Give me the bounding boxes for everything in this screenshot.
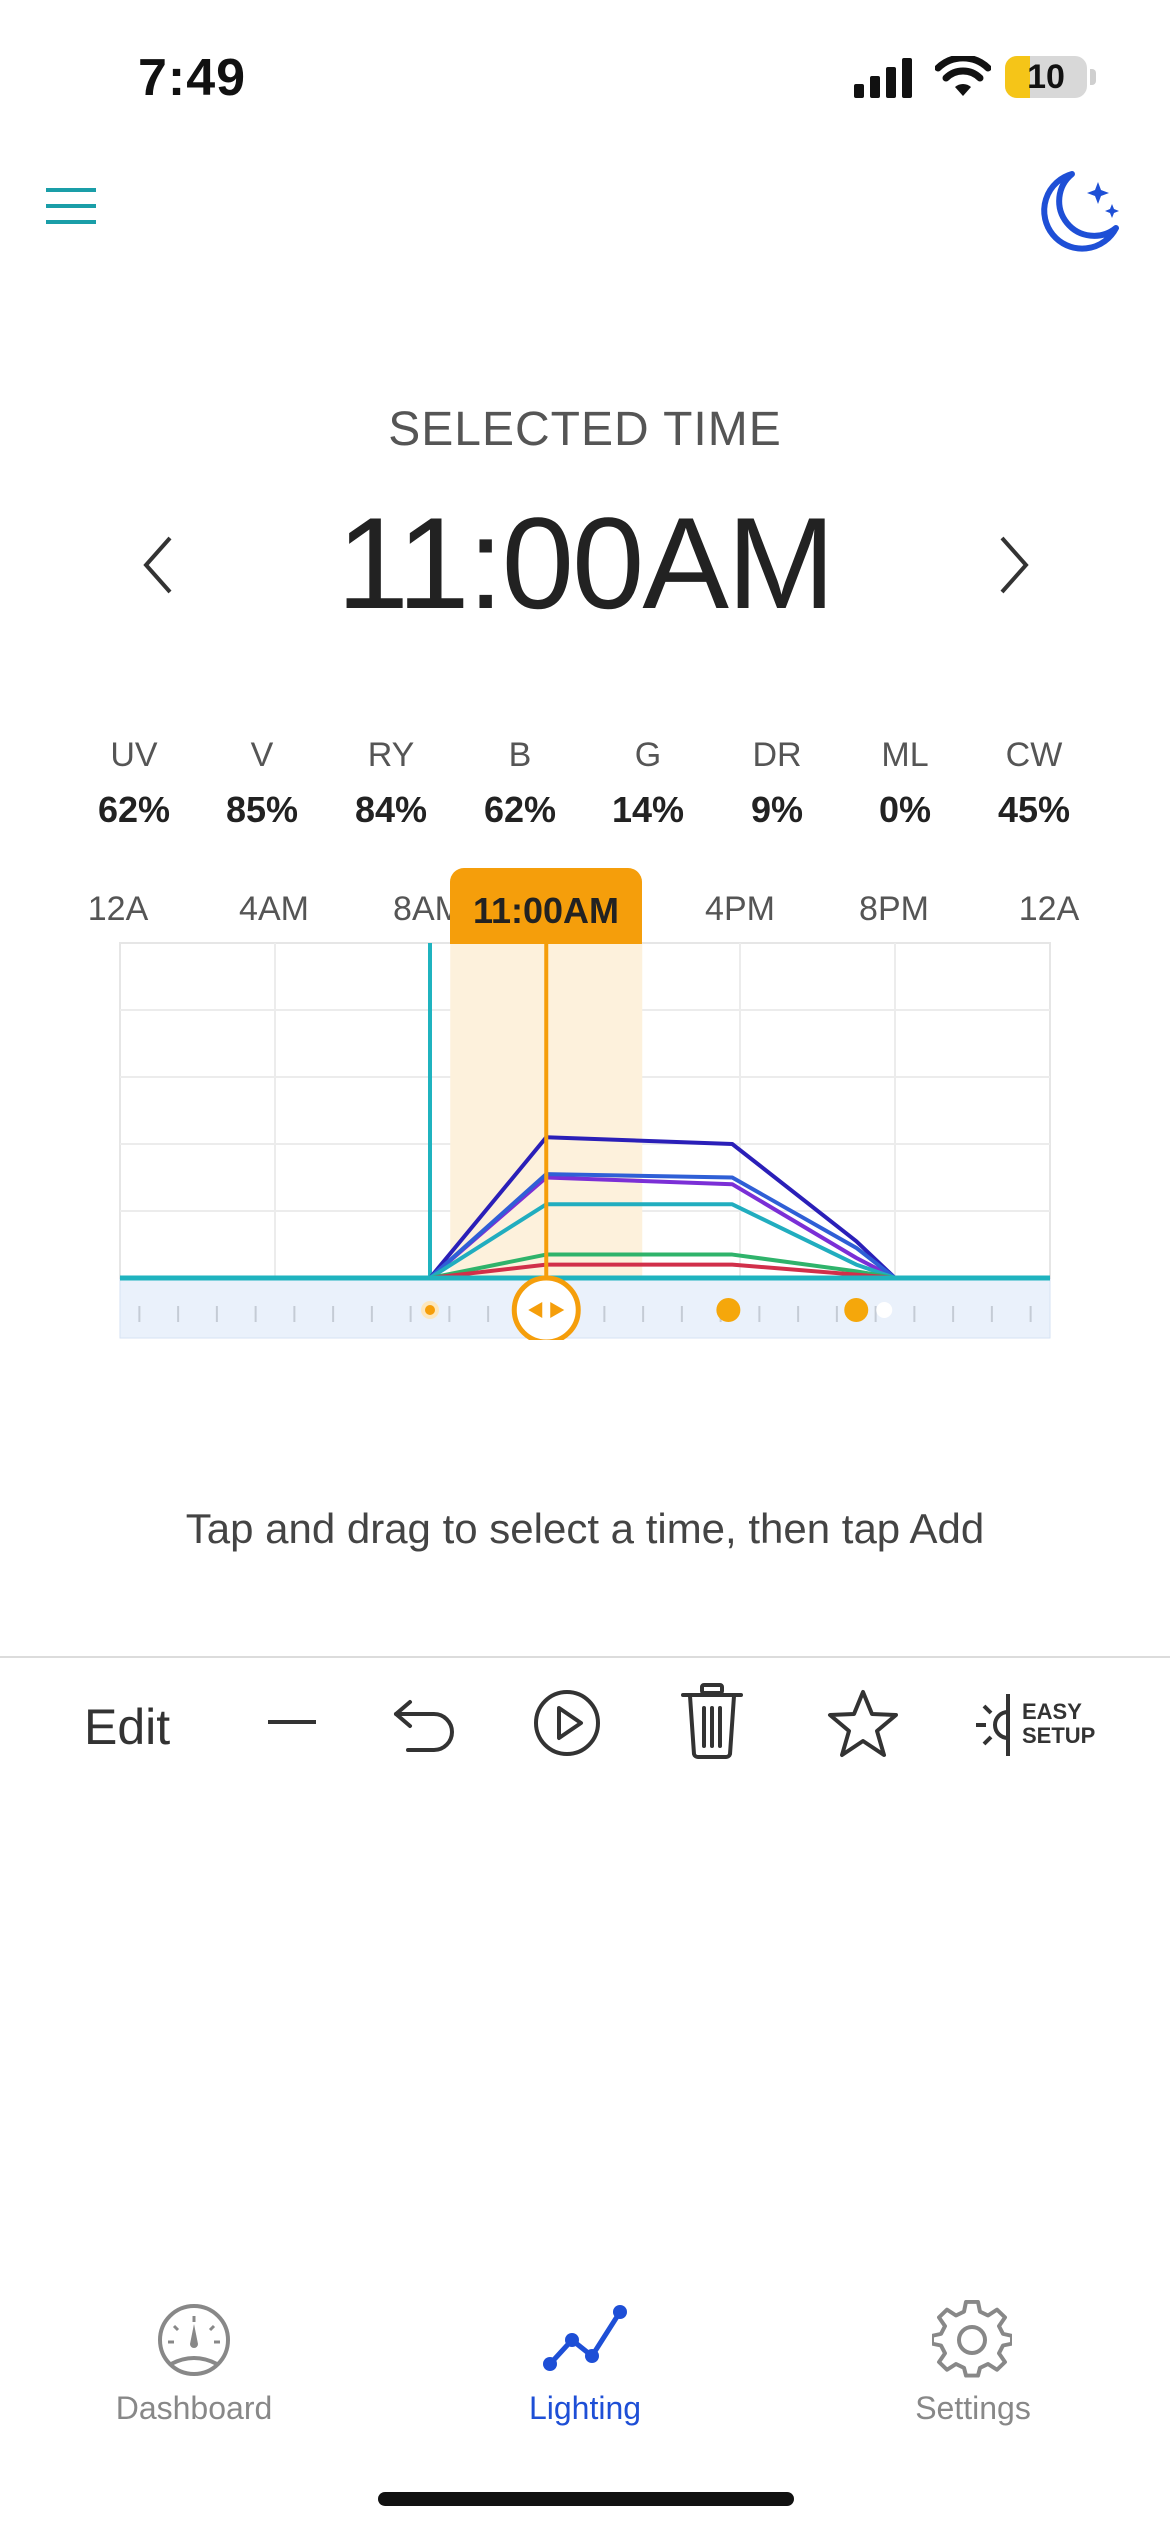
trash-icon[interactable] bbox=[680, 1682, 744, 1760]
easy-setup-button[interactable]: EASY SETUP bbox=[1022, 1700, 1095, 1748]
selected-time-value: 11:00AM bbox=[336, 490, 836, 636]
channel-7: CW 45% bbox=[969, 736, 1099, 831]
battery-cap bbox=[1090, 69, 1096, 85]
channel-value: 0% bbox=[878, 789, 932, 830]
easy-setup-line2: SETUP bbox=[1022, 1723, 1096, 1748]
marker-point bbox=[844, 1298, 869, 1322]
easy-setup-line1: EASY bbox=[1022, 1699, 1082, 1724]
x-tick-label: 12A bbox=[1018, 890, 1080, 928]
x-tick-label: 4AM bbox=[239, 890, 309, 928]
battery-fill bbox=[1005, 56, 1030, 98]
moon-stars-icon[interactable] bbox=[1032, 168, 1122, 254]
channel-3: B 62% bbox=[455, 736, 585, 831]
x-tick-label: 12A bbox=[87, 890, 149, 928]
drag-handle-left-arrow bbox=[528, 1302, 543, 1318]
channel-value: 84% bbox=[354, 789, 428, 830]
x-tick-label: 4PM bbox=[705, 890, 775, 928]
channel-name: UV bbox=[110, 736, 158, 774]
selected-time-badge[interactable]: 11:00AM bbox=[450, 868, 642, 944]
gear-icon[interactable] bbox=[932, 2300, 1012, 2380]
marker-sunrise-dot bbox=[425, 1305, 435, 1315]
channel-name: DR bbox=[752, 736, 802, 774]
channel-6: ML 0% bbox=[840, 736, 970, 831]
drag-handle-right-arrow bbox=[550, 1302, 565, 1318]
nav-settings[interactable]: Settings bbox=[915, 2390, 1031, 2426]
play-preview-icon[interactable] bbox=[532, 1688, 602, 1758]
marker-point bbox=[716, 1298, 741, 1322]
nav-dashboard[interactable]: Dashboard bbox=[115, 2390, 273, 2426]
channel-name: RY bbox=[367, 736, 415, 774]
next-time-button[interactable] bbox=[994, 532, 1034, 598]
nav-lighting[interactable]: Lighting bbox=[528, 2390, 642, 2426]
channel-name: V bbox=[250, 736, 274, 774]
cellular-signal-icon bbox=[854, 58, 912, 98]
channel-2: RY 84% bbox=[326, 736, 456, 831]
drag-handle bbox=[511, 1275, 581, 1340]
channel-name: CW bbox=[1005, 736, 1063, 774]
easy-setup-icon[interactable] bbox=[974, 1692, 1020, 1758]
channel-value: 9% bbox=[750, 789, 804, 830]
timeline-strip bbox=[119, 1277, 1051, 1339]
battery-level-text: 10 bbox=[1027, 58, 1065, 96]
gauge-icon[interactable] bbox=[156, 2302, 232, 2378]
edit-button[interactable]: Edit bbox=[84, 1699, 171, 1755]
channel-0: UV 62% bbox=[69, 736, 199, 831]
undo-icon[interactable] bbox=[390, 1690, 460, 1752]
selected-time-label: SELECTED TIME bbox=[388, 403, 782, 456]
channel-1: V 85% bbox=[197, 736, 327, 831]
channel-name: G bbox=[634, 736, 662, 774]
instruction-hint: Tap and drag to select a time, then tap … bbox=[185, 1505, 985, 1552]
line-graph-icon[interactable] bbox=[540, 2300, 630, 2376]
wifi-icon bbox=[935, 56, 991, 96]
x-tick-label: 8PM bbox=[859, 890, 929, 928]
favorite-star-icon[interactable] bbox=[826, 1688, 900, 1760]
hamburger-menu-icon[interactable] bbox=[46, 186, 96, 226]
home-indicator bbox=[378, 2492, 794, 2506]
battery-indicator: 10 bbox=[1005, 56, 1087, 98]
channel-name: B bbox=[508, 736, 532, 774]
remove-point-icon[interactable] bbox=[266, 1712, 318, 1732]
channel-value: 45% bbox=[997, 789, 1071, 830]
channel-value: 14% bbox=[611, 789, 685, 830]
channel-value: 62% bbox=[97, 789, 171, 830]
previous-time-button[interactable] bbox=[138, 532, 178, 598]
channel-name: ML bbox=[881, 736, 929, 774]
channel-value: 62% bbox=[483, 789, 557, 830]
status-time: 7:49 bbox=[138, 49, 247, 107]
channel-5: DR 9% bbox=[712, 736, 842, 831]
toolbar-divider bbox=[0, 1656, 1170, 1658]
channel-4: G 14% bbox=[583, 736, 713, 831]
lighting-schedule-chart[interactable] bbox=[0, 940, 1170, 1340]
channel-value: 85% bbox=[225, 789, 299, 830]
marker-moon-bg bbox=[876, 1302, 893, 1318]
